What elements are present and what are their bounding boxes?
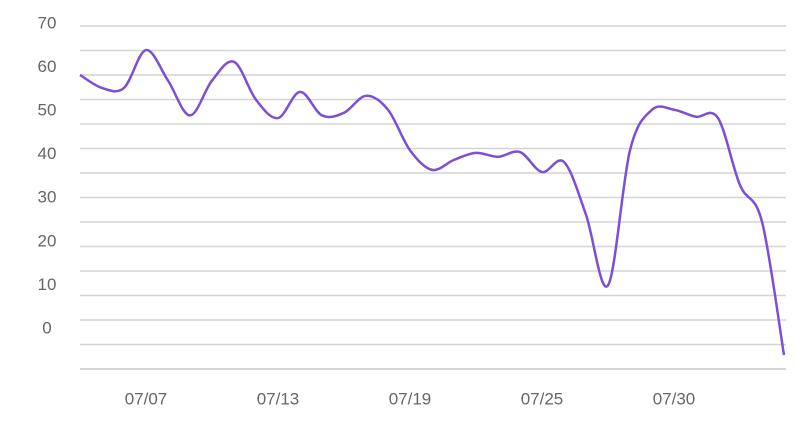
- y-tick-label: 0: [42, 318, 51, 337]
- x-tick-label: 07/13: [257, 389, 300, 408]
- x-tick-label: 07/19: [389, 389, 432, 408]
- y-tick-label: 20: [38, 231, 57, 250]
- y-tick-label: 40: [38, 144, 57, 163]
- y-tick-label: 30: [38, 188, 57, 207]
- line-series: [79, 48, 786, 356]
- y-tick-label: 70: [38, 13, 57, 32]
- x-tick-label: 07/07: [125, 389, 168, 408]
- x-tick-label: 07/30: [653, 389, 696, 408]
- y-tick-label: 50: [38, 101, 57, 120]
- x-tick-label: 07/25: [521, 389, 564, 408]
- y-tick-label: 10: [38, 275, 57, 294]
- y-tick-label: 60: [38, 57, 57, 76]
